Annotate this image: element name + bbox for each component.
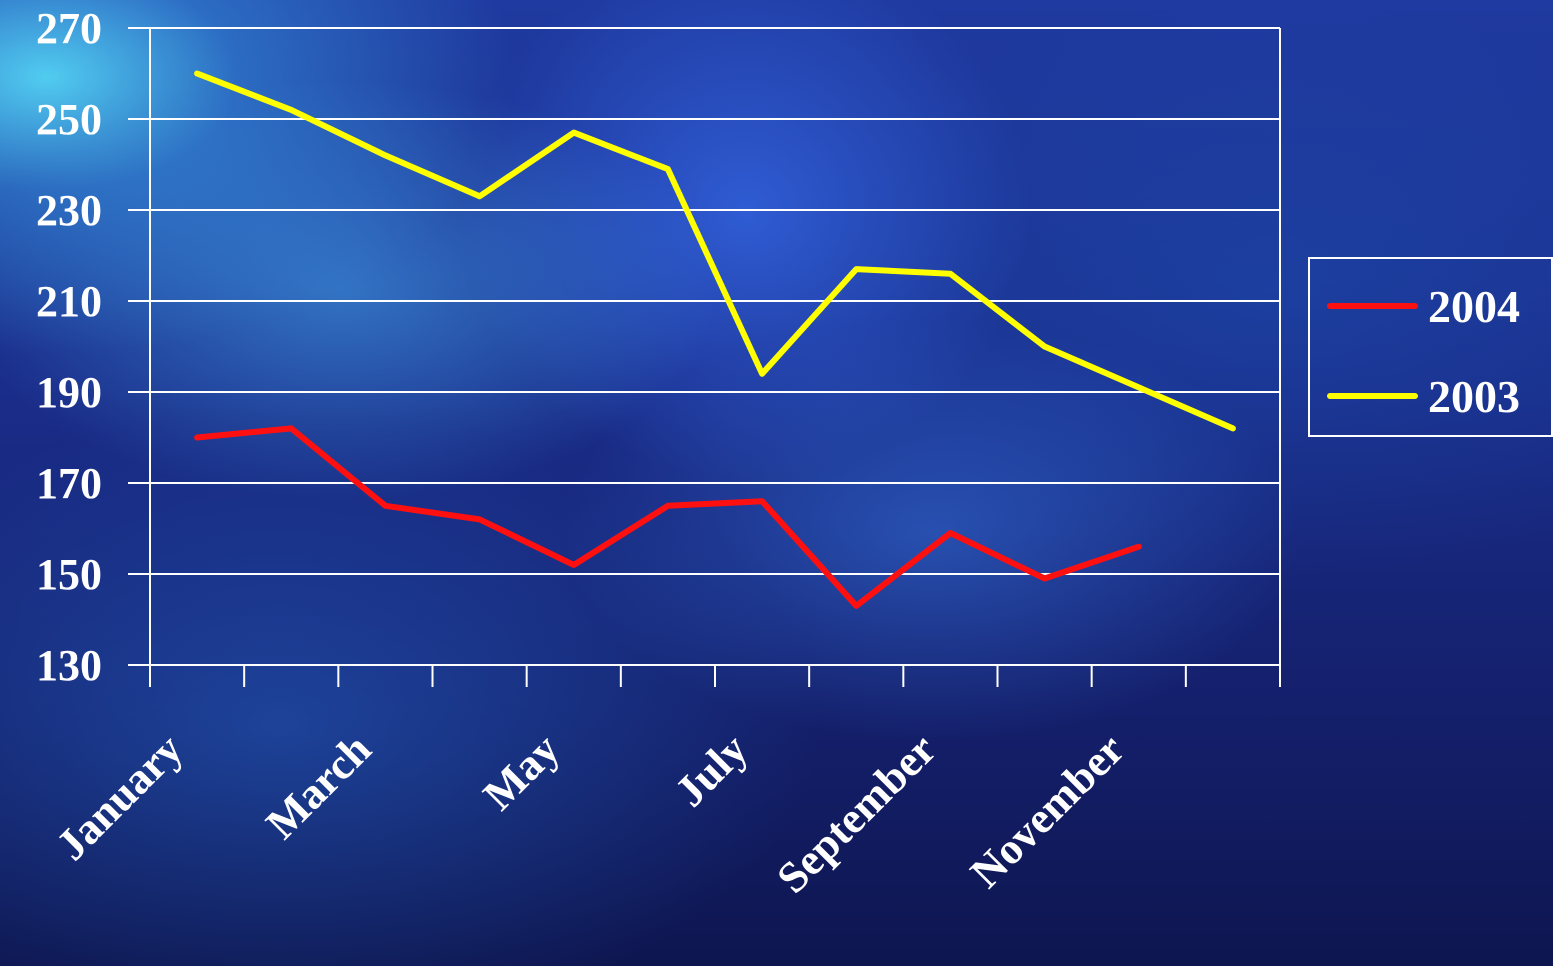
gridlines [128, 27, 1280, 666]
x-tick-label: March [257, 724, 381, 848]
series-line-2004 [194, 425, 1142, 609]
x-tick-label: November [961, 724, 1134, 897]
y-tick-label: 150 [36, 550, 102, 599]
x-tick-label: May [474, 724, 569, 819]
series-lines [194, 70, 1236, 609]
legend-label: 2003 [1428, 371, 1520, 422]
legend-label: 2004 [1428, 281, 1520, 332]
y-tick-label: 210 [36, 277, 102, 326]
x-tick-label: January [47, 724, 192, 869]
y-tick-label: 170 [36, 459, 102, 508]
x-tick-label: July [665, 724, 757, 816]
y-tick-label: 130 [36, 641, 102, 690]
y-tick-label: 230 [36, 186, 102, 235]
y-tick-label: 270 [36, 4, 102, 53]
y-tick-labels: 130 150 170 190 210 230 250 270 [36, 4, 102, 690]
x-tick-labels: January March May July September November [47, 724, 1134, 902]
y-tick-label: 250 [36, 95, 102, 144]
legend-box [1308, 257, 1553, 437]
x-tick-label: September [767, 724, 945, 902]
legend: 2004 2003 [1308, 257, 1553, 437]
series-line-2003 [194, 70, 1236, 432]
axes [149, 28, 1281, 687]
y-tick-label: 190 [36, 368, 102, 417]
